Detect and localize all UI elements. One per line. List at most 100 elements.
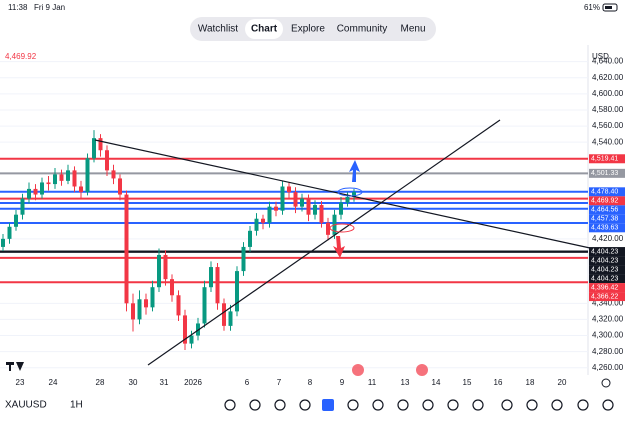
candle-body	[189, 335, 194, 344]
candle-body	[66, 170, 70, 181]
candle-body	[27, 188, 31, 199]
nav-item[interactable]: Chart	[251, 24, 278, 35]
event-flag[interactable]	[352, 364, 364, 376]
candle-body	[248, 230, 252, 247]
last-price: 4,469.92	[5, 52, 37, 61]
level-label: 4,439.63	[591, 225, 618, 232]
candle-body	[319, 205, 324, 223]
y-tick-label: 4,420.00	[592, 234, 624, 243]
arrow-down	[333, 236, 345, 258]
candle-body	[352, 192, 356, 197]
x-tick-label: 24	[49, 378, 58, 387]
y-tick-label: 4,280.00	[592, 347, 624, 356]
nav-item[interactable]: Community	[337, 24, 388, 35]
tool-icon[interactable]	[551, 399, 563, 411]
y-tick-label: 4,560.00	[592, 121, 624, 130]
x-tick-label: 7	[277, 378, 282, 387]
nav-item[interactable]: Watchlist	[198, 24, 238, 35]
tool-icon[interactable]	[422, 399, 434, 411]
nav-item[interactable]: Menu	[400, 24, 425, 35]
candle-body	[118, 178, 122, 195]
candle-body	[131, 303, 135, 320]
trendline-down	[94, 139, 591, 249]
candle-body	[85, 158, 90, 193]
level-label: 4,478.40	[591, 189, 618, 196]
status-battery: 61%	[584, 3, 600, 12]
candle-body	[72, 170, 77, 187]
tool-icon[interactable]	[472, 399, 484, 411]
candle-body	[254, 218, 259, 231]
arrow-up	[349, 160, 360, 182]
candle-body	[1, 238, 5, 247]
nav-item[interactable]: Explore	[291, 24, 325, 35]
x-tick-label: 30	[129, 378, 138, 387]
x-tick-label: 18	[526, 378, 535, 387]
y-tick-label: 4,260.00	[592, 363, 624, 372]
status-date: Fri 9 Jan	[34, 3, 65, 12]
tool-icon[interactable]	[526, 399, 538, 411]
tool-icon[interactable]	[397, 399, 409, 411]
candle-body	[339, 202, 343, 215]
interval[interactable]: 1H	[70, 400, 83, 411]
candle-body	[33, 188, 38, 195]
level-label: 4,366.22	[591, 293, 618, 300]
candle-body	[326, 222, 330, 235]
symbol[interactable]: XAUUSD	[5, 400, 47, 411]
candles	[1, 130, 356, 351]
candle-body	[176, 295, 181, 316]
tool-icon[interactable]	[299, 399, 311, 411]
breakout-ellipse	[337, 187, 363, 197]
candle-body	[105, 150, 109, 171]
x-tick-label: 8	[308, 378, 313, 387]
level-label-bg	[589, 187, 625, 197]
candle-body	[150, 287, 155, 308]
battery-icon	[602, 3, 618, 12]
level-label-bg	[589, 274, 625, 284]
candle-body	[98, 138, 103, 151]
level-label: 4,404.23	[591, 275, 618, 282]
level-label: 4,404.23	[591, 248, 618, 255]
candle-body	[280, 186, 285, 211]
y-tick-label: 4,320.00	[592, 315, 624, 324]
y-tick-label: 4,340.00	[592, 298, 624, 307]
tool-icon[interactable]	[224, 399, 236, 411]
tool-icon[interactable]	[372, 399, 384, 411]
levels: 4,519.41 4,501.33 4,478.40 4,469.92 4,464.56…	[0, 154, 625, 302]
candle-body	[40, 182, 44, 195]
candle-body	[79, 186, 83, 193]
level-label-bg	[589, 168, 625, 178]
candle-body	[300, 198, 304, 207]
candle-body	[111, 170, 116, 179]
candle-body	[163, 254, 168, 280]
tool-icon[interactable]	[602, 399, 614, 411]
candle-body	[157, 254, 161, 288]
tool-icon[interactable]	[322, 399, 334, 411]
x-tick-label: 20	[558, 378, 567, 387]
tv-logo	[6, 362, 24, 371]
event-flag[interactable]	[416, 364, 428, 376]
level-label-bg	[589, 223, 625, 233]
x-tick-label: 15	[463, 378, 472, 387]
candle-body	[170, 279, 174, 296]
tool-icon[interactable]	[501, 399, 513, 411]
settings-icon[interactable]	[601, 378, 611, 388]
candle-body	[20, 198, 25, 215]
candle-body	[183, 315, 187, 344]
level-label: 4,464.56	[591, 207, 618, 214]
candle-body	[228, 311, 233, 326]
status-time: 11:38	[8, 3, 28, 12]
tool-icon[interactable]	[274, 399, 286, 411]
candle-body	[293, 192, 298, 207]
tool-icon[interactable]	[347, 399, 359, 411]
nav-active	[245, 19, 283, 39]
candle-body	[215, 267, 220, 304]
tool-icon[interactable]	[249, 399, 261, 411]
level-label: 4,457.38	[591, 216, 618, 223]
tool-icon[interactable]	[447, 399, 459, 411]
candle-body	[7, 226, 12, 239]
x-tick-label: 13	[401, 378, 410, 387]
toolbar	[224, 399, 614, 411]
candle-body	[53, 174, 57, 185]
tool-icon[interactable]	[577, 399, 589, 411]
x-tick-label: 14	[432, 378, 441, 387]
